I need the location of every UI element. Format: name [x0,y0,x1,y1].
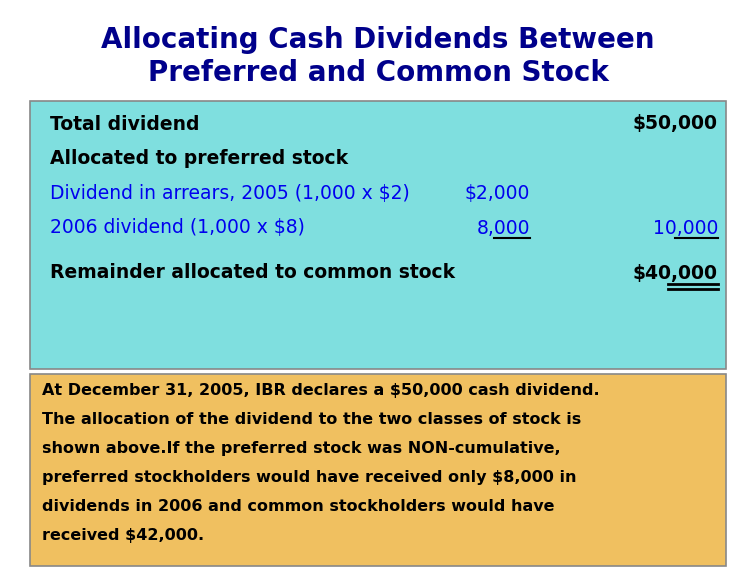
Text: At December 31, 2005, IBR declares a $50,000 cash dividend.: At December 31, 2005, IBR declares a $50… [42,383,600,398]
Text: $2,000: $2,000 [465,184,530,203]
Text: Dividend in arrears, 2005 (1,000 x $2): Dividend in arrears, 2005 (1,000 x $2) [50,184,410,203]
Text: Allocating Cash Dividends Between: Allocating Cash Dividends Between [101,26,655,54]
Text: Total dividend: Total dividend [50,115,200,134]
Text: dividends in 2006 and common stockholders would have: dividends in 2006 and common stockholder… [42,499,554,514]
Text: received $42,000.: received $42,000. [42,528,204,543]
Text: $50,000: $50,000 [633,115,718,134]
Text: Remainder allocated to common stock: Remainder allocated to common stock [50,263,455,282]
Text: preferred stockholders would have received only $8,000 in: preferred stockholders would have receiv… [42,470,577,485]
Text: 2006 dividend (1,000 x $8): 2006 dividend (1,000 x $8) [50,218,305,237]
Text: Preferred and Common Stock: Preferred and Common Stock [147,59,609,87]
Text: 10,000: 10,000 [652,218,718,237]
Text: $40,000: $40,000 [633,263,718,282]
Text: The allocation of the dividend to the two classes of stock is: The allocation of the dividend to the tw… [42,412,581,427]
FancyBboxPatch shape [30,101,726,369]
Text: shown above.If the preferred stock was NON-cumulative,: shown above.If the preferred stock was N… [42,441,561,456]
FancyBboxPatch shape [30,374,726,566]
Text: Allocated to preferred stock: Allocated to preferred stock [50,149,348,168]
Text: 8,000: 8,000 [476,218,530,237]
